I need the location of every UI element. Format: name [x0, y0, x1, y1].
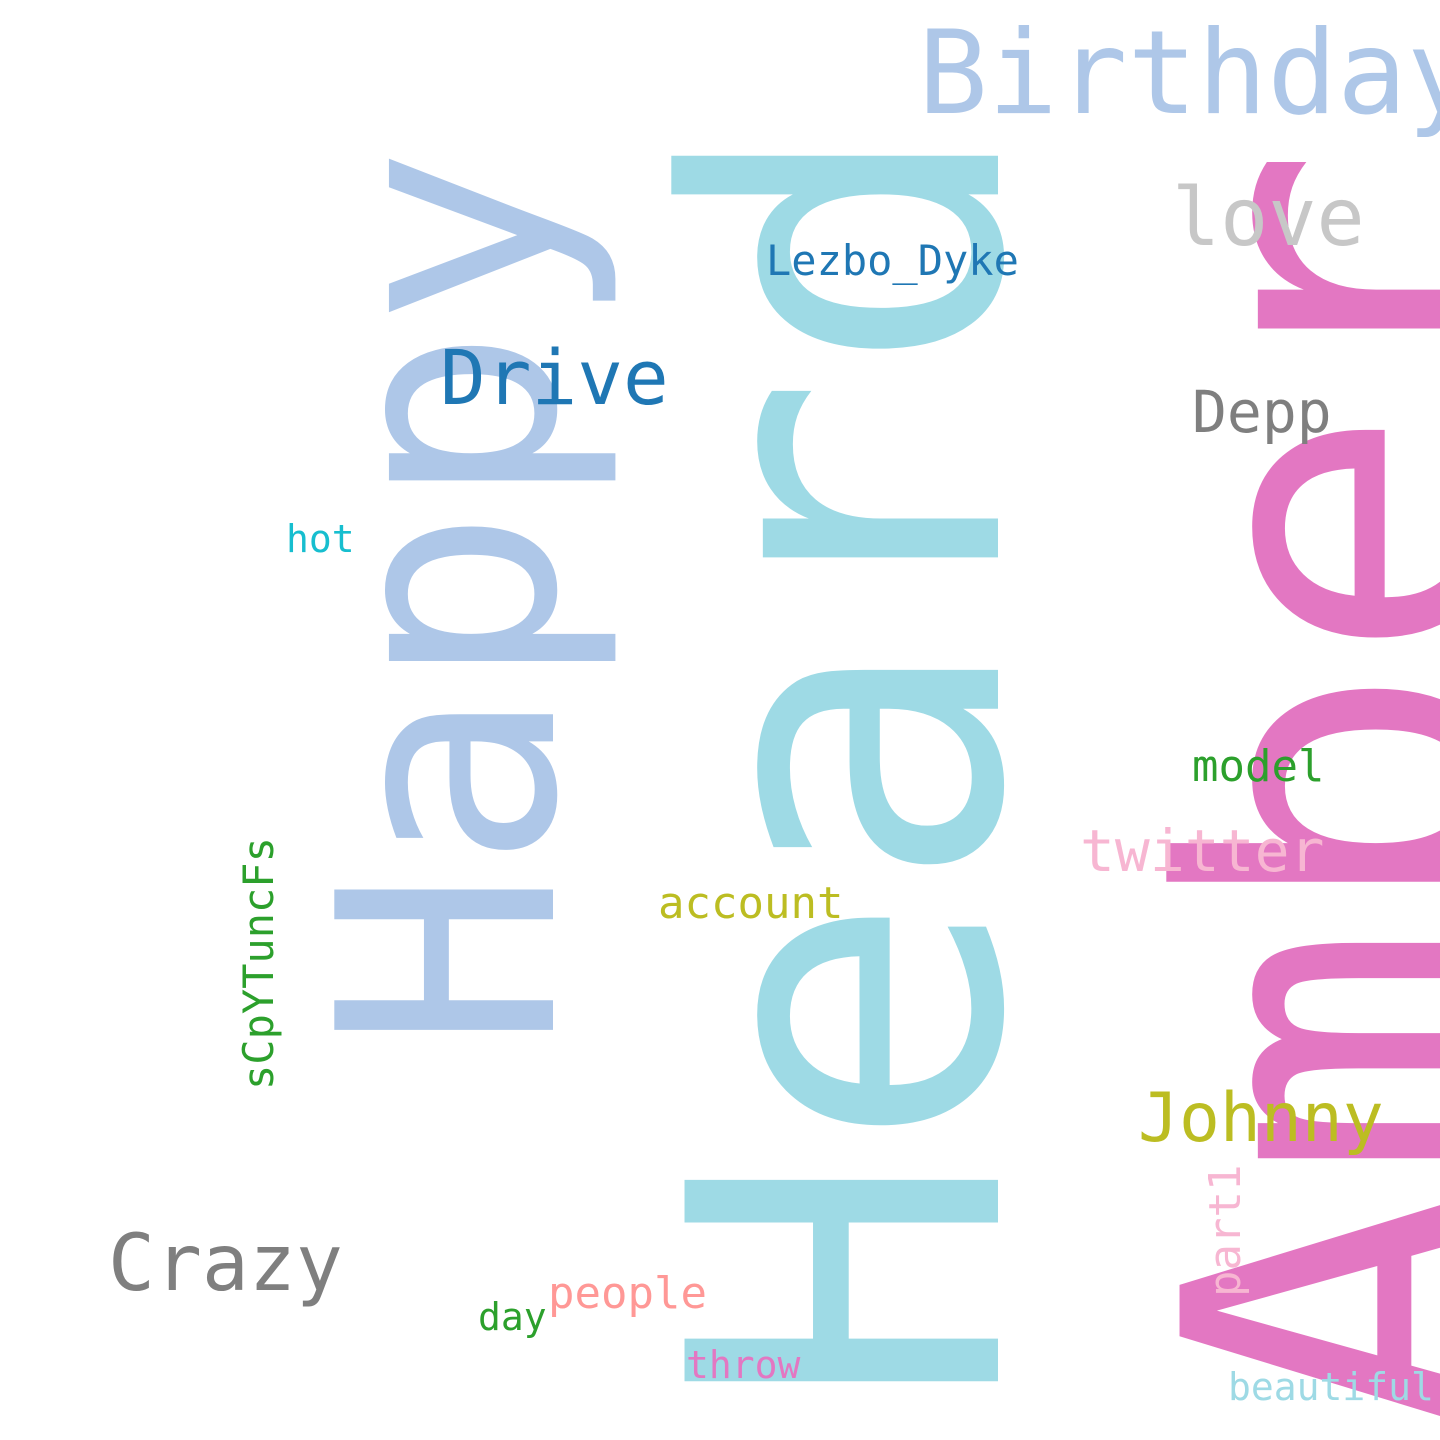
- word-scpytuncfs: sCpYTuncFs: [234, 837, 283, 1090]
- word-hot: hot: [286, 517, 355, 561]
- word-lezbo-dyke: Lezbo_Dyke: [766, 236, 1019, 285]
- word-people: people: [548, 1268, 707, 1319]
- word-crazy: Crazy: [108, 1219, 343, 1309]
- word-beautiful: beautiful: [1228, 1365, 1434, 1409]
- word-account: account: [658, 878, 844, 929]
- word-throw: throw: [686, 1343, 801, 1387]
- word-drive: Drive: [440, 333, 669, 422]
- word-heard: Heard: [600, 115, 1100, 1410]
- word-happy: Happy: [275, 146, 624, 1050]
- word-amber: Amber: [1095, 145, 1440, 1440]
- word-birthday: Birthday: [918, 6, 1440, 141]
- word-johnny: Johnny: [1138, 1079, 1384, 1158]
- word-love: love: [1172, 171, 1365, 264]
- word-twitter: twitter: [1080, 817, 1325, 885]
- word-model: model: [1192, 741, 1325, 792]
- word-part1: part1: [1200, 1164, 1251, 1297]
- word-day: day: [478, 1295, 547, 1339]
- word-depp: Depp: [1192, 378, 1332, 446]
